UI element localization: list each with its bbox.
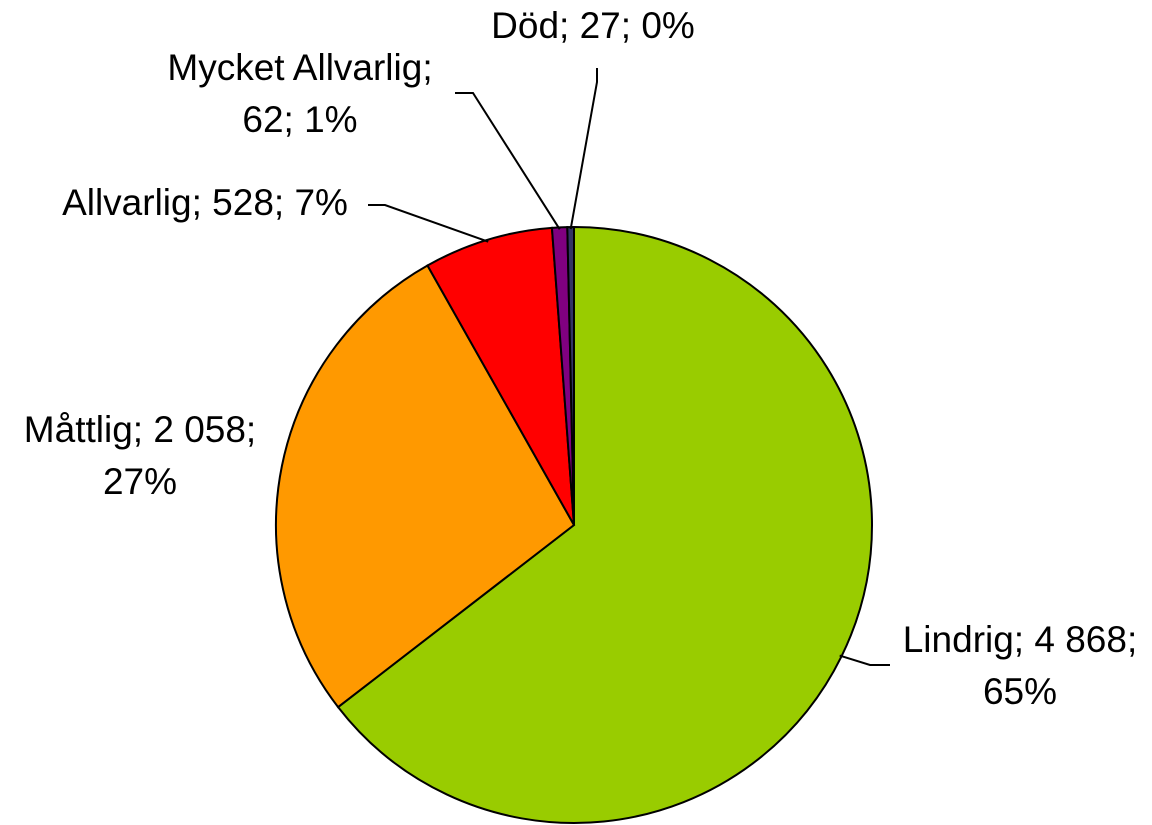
data-label: Mycket Allvarlig; xyxy=(167,47,432,88)
data-label: Död; 27; 0% xyxy=(491,5,695,46)
data-label: 27% xyxy=(103,461,177,502)
data-label: 62; 1% xyxy=(242,99,357,140)
leader-line xyxy=(569,68,598,230)
data-label: Måttlig; 2 058; xyxy=(24,409,256,450)
data-label: 65% xyxy=(983,671,1057,712)
pie-slice xyxy=(275,264,576,709)
pie-slice xyxy=(426,226,575,526)
leader-line xyxy=(839,654,890,666)
data-label: Allvarlig; 528; 7% xyxy=(62,182,348,223)
leader-line xyxy=(368,204,489,243)
leader-line xyxy=(455,92,561,230)
data-label: Lindrig; 4 868; xyxy=(903,619,1138,660)
